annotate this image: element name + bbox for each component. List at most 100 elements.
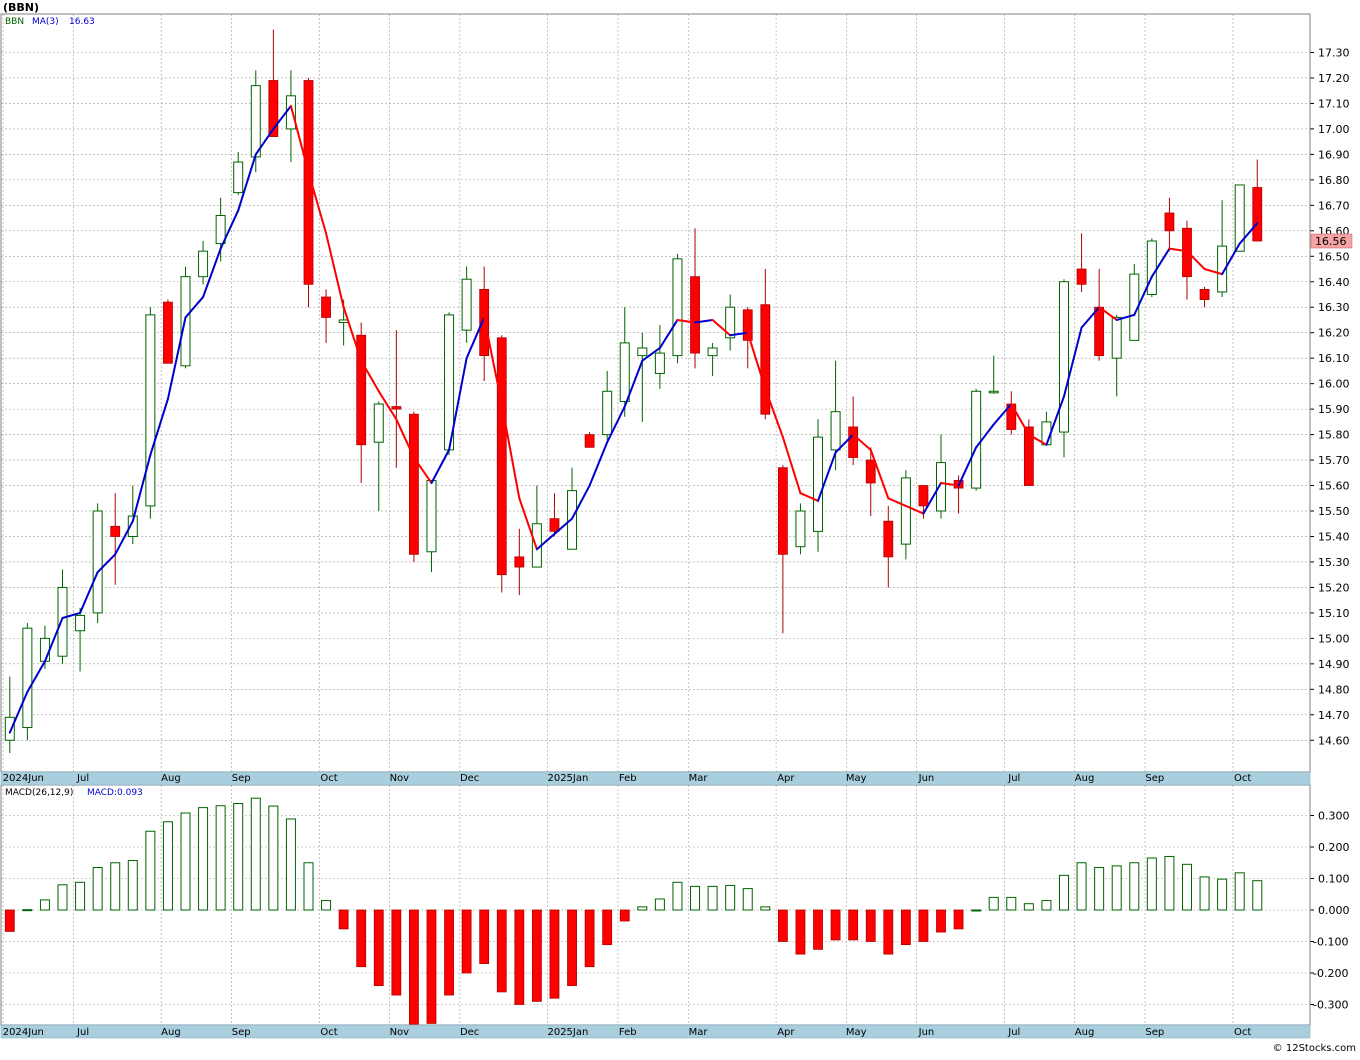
ma3-segment [254,127,275,156]
candle-body-down [1023,426,1034,486]
price-tick-label: 14.60 [1318,734,1350,747]
ma3-segment [1027,433,1048,446]
macd-bar-negative [795,909,806,955]
site-credit: © 12Stocks.com [1273,1043,1356,1054]
macd-bar-positive [1111,865,1122,911]
price-tick-label: 15.50 [1318,505,1350,518]
macd-x-label: Sep [232,1027,251,1038]
candle-body-up [936,462,947,512]
price-x-label: May [846,773,867,784]
candle-body-up [602,390,613,436]
ma3-segment [483,316,503,406]
macd-bar-negative [883,909,894,955]
ma3-segment [694,318,714,324]
last-price-flag [1310,233,1353,249]
candle-body-up [988,390,999,394]
ma3-segment [834,433,855,454]
price-tick-label: 16.90 [1318,148,1350,161]
macd-bar-positive [1181,863,1192,911]
ma3-segment [764,387,784,439]
macd-x-label: Mar [689,1027,709,1038]
ma3-segment [571,484,591,520]
macd-bar-negative [619,909,630,922]
candle-body-down [760,304,771,415]
candle-body-up [39,637,50,662]
candle-body-up [1234,184,1245,252]
macd-x-label: Oct [1234,1027,1251,1038]
macd-bar-negative [391,909,402,996]
ma3-segment [43,617,64,663]
ma3-segment [430,448,451,484]
price-x-label: Aug [1075,773,1095,784]
candle-body-up [672,258,683,357]
ma3-segment [166,316,187,400]
price-tick-label: 14.90 [1318,658,1350,671]
candle-body-up [725,306,736,339]
price-tick-label: 15.20 [1318,581,1350,594]
ma3-segment [940,481,960,487]
candle-body-up [426,479,437,553]
macd-bar-positive [1164,855,1175,911]
candle-body-down [303,80,314,285]
macd-legend-value: MACD:0.093 [87,788,143,798]
candle-body-up [461,278,472,331]
candle-body-up [1217,245,1228,293]
macd-bar-negative [409,909,419,1026]
macd-bar-positive [1094,866,1105,911]
candle-body-up [127,515,138,537]
macd-bar-positive [22,909,33,912]
ma3-segment [412,456,433,484]
ma3-segment [729,331,749,337]
price-x-label: Aug [161,773,181,784]
macd-bar-negative [602,909,613,946]
ma3-segment [307,171,328,235]
ma3-segment [676,318,697,324]
ma3-segment [518,497,538,551]
ma3-segment [237,153,257,212]
candle-body-down [549,518,560,532]
macd-bar-positive [707,885,718,911]
price-tick-label: 17.10 [1318,97,1350,110]
candle-body-down [1252,187,1263,242]
macd-bar-negative [532,909,542,1002]
candle-body-up [75,614,86,632]
price-tick-label: 15.10 [1318,607,1350,620]
macd-bar-negative [918,909,929,942]
ma3-segment [1221,242,1241,276]
macd-bar-negative [356,909,367,968]
ma3-segment [852,433,872,451]
candle-body-down [1094,306,1105,357]
macd-bar-positive [1252,880,1263,911]
price-tick-label: 15.70 [1318,454,1350,467]
candle-body-down [1076,268,1087,285]
candle-body-down [496,337,507,576]
candle-body-up [900,477,911,545]
price-x-label: Jul [76,773,89,784]
price-tick-label: 16.10 [1318,352,1350,365]
ma3-segment [79,571,99,614]
macd-bar-positive [742,888,753,911]
price-tick-label: 16.70 [1318,199,1350,212]
price-tick-label: 16.00 [1318,378,1350,391]
macd-bar-positive [250,797,261,911]
candle-body-down [1199,288,1210,300]
price-tick-label: 16.40 [1318,276,1350,289]
candle-body-up [4,716,15,741]
ma3-segment [957,446,978,487]
ma3-segment [377,390,398,421]
candle-body-up [215,215,226,245]
macd-bar-positive [1234,872,1245,911]
candle-body-up [1111,316,1122,359]
price-tick-label: 14.70 [1318,709,1350,722]
candle-body-up [619,342,630,402]
candle-body-up [22,627,33,729]
macd-bar-positive [1129,862,1140,911]
ma3-segment [658,318,679,349]
macd-bar-negative [461,909,472,974]
macd-bar-negative [567,909,577,986]
macd-x-label: Jul [76,1027,89,1038]
macd-bar-positive [39,899,50,911]
ma3-segment [1098,306,1118,321]
macd-bar-negative [338,909,349,930]
macd-bar-negative [953,909,964,930]
